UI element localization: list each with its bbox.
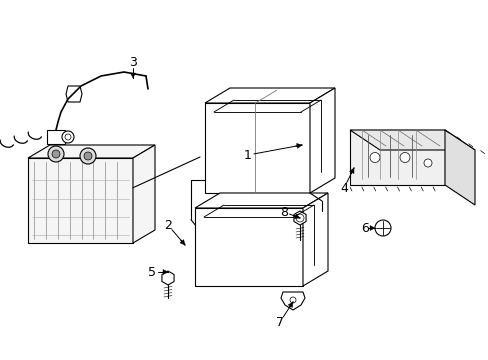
Polygon shape	[28, 158, 133, 243]
Polygon shape	[349, 130, 444, 185]
Circle shape	[374, 220, 390, 236]
Circle shape	[80, 148, 96, 164]
Text: 6: 6	[360, 221, 368, 234]
Polygon shape	[162, 271, 174, 285]
Polygon shape	[133, 145, 155, 243]
Text: 1: 1	[244, 149, 251, 162]
Text: 5: 5	[148, 266, 156, 279]
Circle shape	[369, 153, 379, 162]
Polygon shape	[296, 143, 302, 148]
Polygon shape	[204, 88, 334, 103]
Polygon shape	[195, 193, 327, 208]
Polygon shape	[281, 292, 305, 310]
Polygon shape	[47, 130, 65, 144]
Polygon shape	[163, 270, 168, 275]
Text: 7: 7	[275, 315, 284, 328]
Text: 3: 3	[129, 55, 137, 68]
Text: 8: 8	[280, 206, 287, 219]
Circle shape	[65, 134, 71, 140]
Polygon shape	[349, 168, 353, 174]
Circle shape	[52, 150, 60, 158]
Polygon shape	[195, 208, 303, 286]
Text: 2: 2	[164, 219, 172, 231]
Polygon shape	[444, 130, 474, 205]
Circle shape	[399, 153, 409, 162]
Polygon shape	[293, 211, 305, 225]
Polygon shape	[369, 225, 374, 230]
Polygon shape	[349, 130, 474, 150]
Polygon shape	[180, 239, 184, 245]
Circle shape	[48, 146, 64, 162]
Polygon shape	[309, 88, 334, 193]
Text: 4: 4	[339, 181, 347, 194]
Circle shape	[84, 152, 92, 160]
Polygon shape	[28, 145, 155, 158]
Polygon shape	[287, 302, 292, 307]
Polygon shape	[294, 214, 299, 219]
Circle shape	[295, 214, 304, 222]
Polygon shape	[303, 193, 327, 286]
Polygon shape	[204, 103, 309, 193]
Circle shape	[289, 297, 295, 303]
Polygon shape	[66, 86, 82, 102]
Polygon shape	[130, 73, 135, 78]
Circle shape	[62, 131, 74, 143]
Circle shape	[423, 159, 431, 167]
